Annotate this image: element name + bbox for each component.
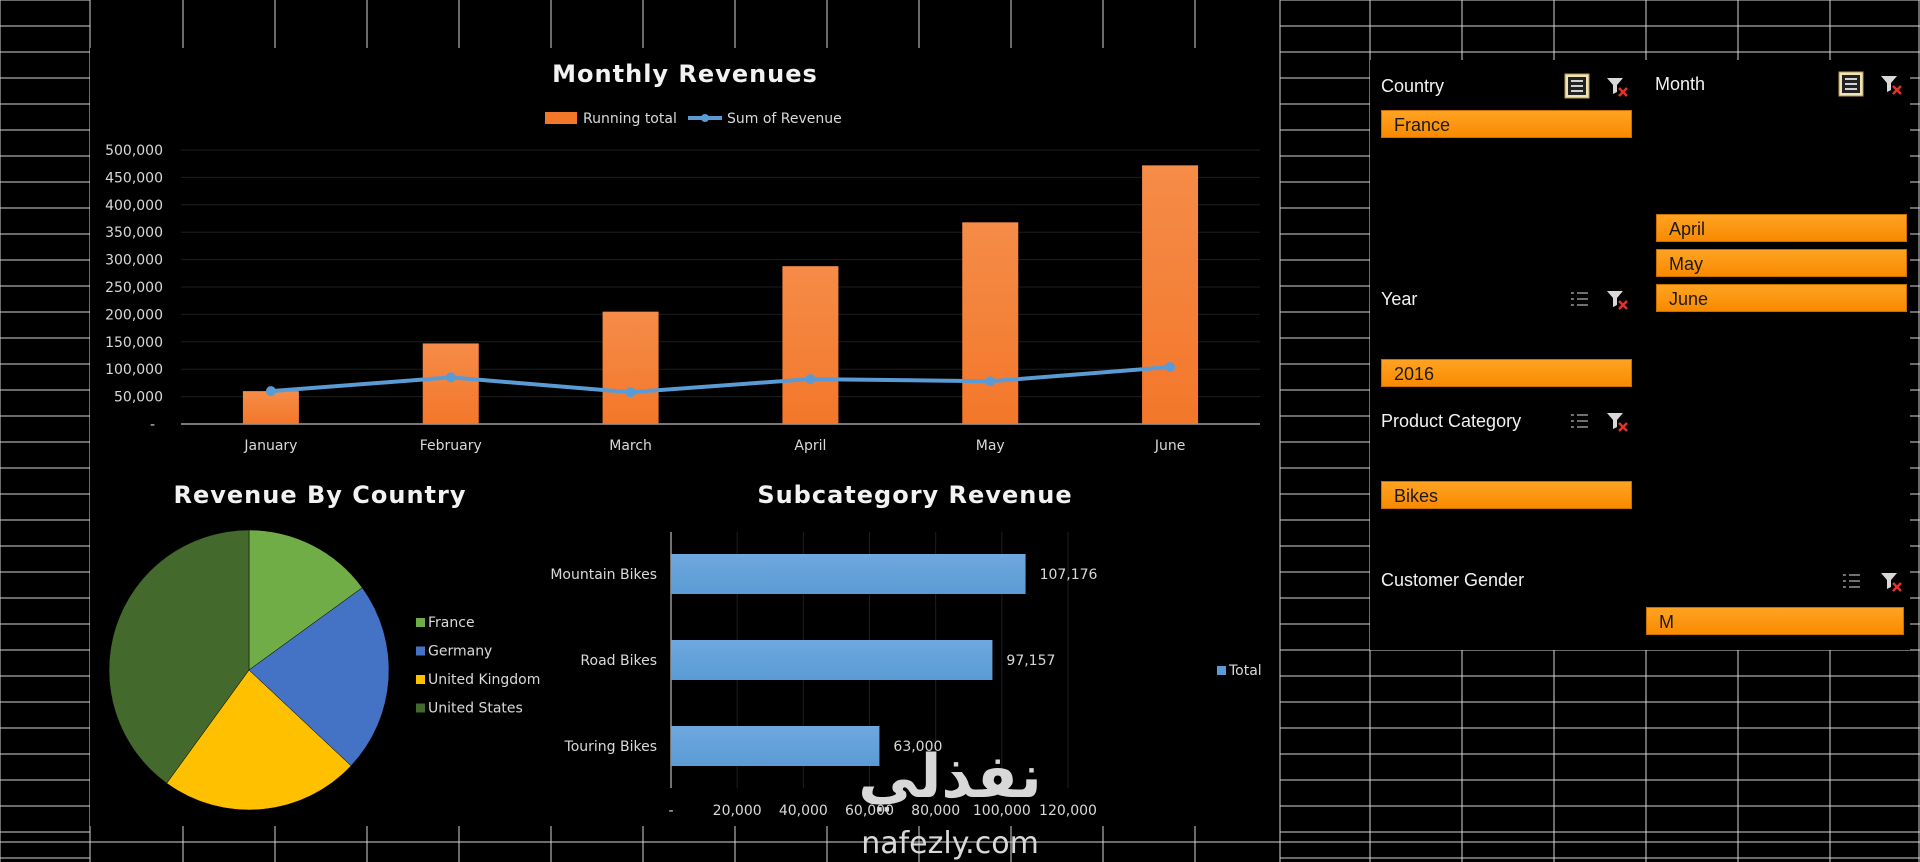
x-tick-label: 100,000 xyxy=(973,803,1031,819)
clear-filter-icon[interactable] xyxy=(1878,71,1904,97)
slicer-item-may[interactable]: May xyxy=(1656,249,1907,277)
legend-swatch-marker xyxy=(701,114,709,122)
y-tick-label: 100,000 xyxy=(105,362,163,378)
legend-label: France xyxy=(428,615,475,631)
y-tick-label: - xyxy=(150,417,155,433)
y-tick-label: 250,000 xyxy=(105,280,163,296)
sum-of-revenue-line xyxy=(270,365,1171,395)
sum-of-revenue-point xyxy=(445,372,456,383)
x-tick-label: February xyxy=(420,438,482,454)
clear-filter-icon[interactable] xyxy=(1604,286,1630,312)
slicer-item-june[interactable]: June xyxy=(1656,284,1907,312)
slicer-item-bikes[interactable]: Bikes xyxy=(1381,481,1632,509)
slicer-item-france[interactable]: France xyxy=(1381,110,1632,138)
y-tick-label: 350,000 xyxy=(105,225,163,241)
x-tick-label: 60,000 xyxy=(845,803,894,819)
y-tick-label: 50,000 xyxy=(114,390,163,406)
running-total-bar xyxy=(1142,165,1199,424)
slicer-item-2016[interactable]: 2016 xyxy=(1381,359,1632,387)
x-tick-label: January xyxy=(243,438,297,454)
y-tick-label: Mountain Bikes xyxy=(550,567,657,583)
x-tick-label: 40,000 xyxy=(779,803,828,819)
customer-gender-slicer-label: Customer Gender xyxy=(1381,570,1525,590)
running-total-bar xyxy=(602,311,659,424)
slicer-item-m[interactable]: M xyxy=(1646,607,1904,635)
legend-label: Running total xyxy=(583,111,677,127)
legend-swatch xyxy=(416,618,425,627)
y-tick-label: 500,000 xyxy=(105,143,163,159)
x-tick-label: March xyxy=(609,438,652,454)
legend-label: Germany xyxy=(428,644,492,660)
x-tick-label: 120,000 xyxy=(1039,803,1097,819)
clear-filter-icon[interactable] xyxy=(1604,73,1630,99)
running-total-bar xyxy=(962,222,1019,424)
pie-slice-germany xyxy=(248,587,390,767)
subcategory-revenue-title: Subcategory Revenue xyxy=(757,481,1073,509)
sum-of-revenue-point xyxy=(625,387,636,398)
clear-filter-icon[interactable] xyxy=(1604,408,1630,434)
slicer-item-april[interactable]: April xyxy=(1656,214,1907,242)
x-tick-label: May xyxy=(976,438,1005,454)
monthly-revenues-chart[interactable]: 50,000 100,000 150,000 200,000 250,000 300,00… xyxy=(0,0,1280,470)
legend-swatch xyxy=(416,675,425,684)
pie-slice-france xyxy=(248,529,363,671)
legend-swatch xyxy=(416,646,425,656)
legend-label: Total xyxy=(1228,663,1262,679)
watermark-latin: nafezly.com xyxy=(861,826,1039,861)
x-tick-label: June xyxy=(1154,438,1186,454)
legend-swatch xyxy=(416,703,425,713)
data-label: 97,157 xyxy=(1006,653,1055,669)
y-tick-label: 300,000 xyxy=(105,253,163,269)
data-label: 63,000 xyxy=(893,739,942,755)
legend-swatch-running-total xyxy=(545,112,577,124)
data-label: 107,176 xyxy=(1040,567,1098,583)
x-tick-label: 80,000 xyxy=(911,803,960,819)
y-tick-label: 400,000 xyxy=(105,198,163,214)
revenue-by-country-title: Revenue By Country xyxy=(173,481,467,509)
subcategory-bar xyxy=(671,640,993,680)
slicer-panel xyxy=(1370,60,1910,650)
monthly-revenues-title: Monthly Revenues xyxy=(552,60,818,88)
multi-select-icon[interactable] xyxy=(1838,71,1864,97)
y-tick-label: Road Bikes xyxy=(580,653,657,669)
running-total-bar xyxy=(242,391,299,424)
x-tick-label: 20,000 xyxy=(713,803,762,819)
month-slicer-label: Month xyxy=(1655,74,1706,94)
y-tick-label: 450,000 xyxy=(105,170,163,186)
x-tick-label: - xyxy=(668,803,673,819)
y-tick-label: Touring Bikes xyxy=(564,739,657,755)
multi-select-icon[interactable] xyxy=(1838,568,1864,594)
sum-of-revenue-point xyxy=(265,386,276,397)
y-tick-label: 200,000 xyxy=(105,307,163,323)
legend-label: United Kingdom xyxy=(428,672,540,688)
watermark-arabic: نفذلي xyxy=(858,742,1042,812)
legend-label: United States xyxy=(428,701,523,717)
sum-of-revenue-point xyxy=(985,376,996,387)
running-total-bar xyxy=(782,266,839,424)
running-total-bar xyxy=(422,343,479,424)
clear-filter-icon[interactable] xyxy=(1878,568,1904,594)
pie-slice-united-kingdom xyxy=(166,669,352,811)
y-tick-label: 150,000 xyxy=(105,335,163,351)
multi-select-icon[interactable] xyxy=(1564,73,1590,99)
subcategory-revenue-chart[interactable]: - 20,000 40,000 60,000 80,000 100,000 120,000 M… xyxy=(0,0,1280,862)
subcategory-bar xyxy=(671,726,880,766)
multi-select-icon[interactable] xyxy=(1566,408,1592,434)
year-slicer-label: Year xyxy=(1381,289,1418,309)
subcategory-bar xyxy=(671,554,1026,594)
sum-of-revenue-point xyxy=(805,374,816,385)
product-category-slicer-label: Product Category xyxy=(1381,411,1522,431)
x-tick-label: April xyxy=(794,438,826,454)
pie-slice-united-states xyxy=(108,529,250,784)
legend-label: Sum of Revenue xyxy=(727,111,842,127)
multi-select-icon[interactable] xyxy=(1566,286,1592,312)
sum-of-revenue-point xyxy=(1165,362,1176,373)
legend-swatch-total xyxy=(1217,666,1226,675)
country-slicer-label: Country xyxy=(1381,76,1445,96)
revenue-by-country-chart[interactable]: France Germany United Kingdom United States xyxy=(0,0,560,862)
